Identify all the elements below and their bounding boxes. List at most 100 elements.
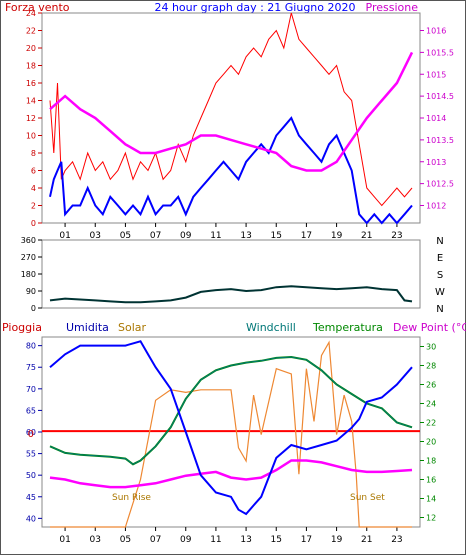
y-tick-label: 360 [21, 236, 36, 245]
x-tick-label: 09 [180, 231, 192, 241]
y-tick-label: 80 [26, 342, 36, 351]
x-tick-label: 15 [271, 231, 282, 241]
chart-title: 24 hour graph day : 21 Giugno 2020 [154, 1, 355, 14]
wind-direction-plot-area [41, 239, 421, 309]
series-vento-medio [49, 116, 413, 225]
legend-humidity: Umidita [66, 321, 109, 334]
panel1-time-axis: 01 03 05 07 09 11 13 15 17 19 21 23 [59, 223, 403, 241]
legend-temperature: Temperatura [312, 321, 383, 334]
pressure-axis-title: Pressione [366, 1, 419, 14]
y-tick-label: 28 [426, 362, 436, 371]
humidity-axis-ticks: 40 45 50 55 60 65 70 75 80 [26, 342, 42, 523]
y-tick-label: 0 [31, 219, 36, 228]
x-tick-label: 19 [331, 231, 343, 241]
wind-direction-series [49, 285, 413, 304]
y-tick-label: 18 [26, 62, 36, 71]
y-tick-label: 75 [26, 363, 36, 372]
direction-axis-ticks: 0 90 180 270 360 [21, 236, 42, 313]
x-tick-label: 05 [120, 231, 131, 241]
y-tick-label: 16 [26, 79, 36, 88]
y-tick-label: 20 [426, 438, 436, 447]
sunrise-label: Sun Rise [112, 493, 151, 503]
y-tick-label: 45 [26, 493, 36, 502]
x-tick-label: 11 [210, 535, 221, 545]
x-tick-label: 13 [240, 231, 251, 241]
sunset-label: Sun Set [350, 493, 385, 503]
y-tick-label: 55 [26, 450, 36, 459]
compass-label: S [437, 270, 443, 281]
x-tick-label: 09 [180, 535, 192, 545]
wind-pressure-series [49, 12, 414, 225]
wind-axis-title: Forza vento [5, 1, 70, 14]
compass-label: W [435, 287, 445, 298]
x-tick-label: 07 [150, 231, 161, 241]
y-tick-label: 0 [31, 304, 36, 313]
series-pressione [49, 51, 414, 172]
compass-label: N [436, 236, 443, 247]
x-tick-label: 03 [90, 231, 101, 241]
x-tick-label: 19 [331, 535, 343, 545]
y-tick-label: 8 [31, 149, 36, 158]
panel3-legend: Pioggia Umidita Solar Windchill Temperat… [2, 321, 466, 334]
rain-value-label: 0 [28, 429, 34, 440]
x-tick-label: 15 [271, 535, 282, 545]
x-tick-label: 13 [240, 535, 251, 545]
panel3-time-axis: 01 03 05 07 09 11 13 15 17 19 21 23 [59, 527, 403, 545]
y-tick-label: 22 [426, 419, 436, 428]
y-tick-label: 12 [26, 114, 36, 123]
y-tick-label: 270 [21, 253, 36, 262]
y-tick-label: 12 [426, 514, 436, 523]
series-solar [50, 340, 412, 528]
x-tick-label: 11 [210, 231, 221, 241]
pressure-axis-ticks: 1012 1012.5 1013 1013.5 1014 1014.5 1015 1015.5… [420, 27, 454, 211]
y-tick-label: 1012 [426, 202, 446, 211]
wind-pressure-plot-area [41, 12, 421, 224]
legend-windchill: Windchill [246, 321, 296, 334]
x-tick-label: 17 [301, 535, 312, 545]
y-tick-label: 65 [26, 406, 36, 415]
x-tick-label: 03 [90, 535, 101, 545]
y-tick-label: 10 [26, 132, 36, 141]
x-tick-label: 05 [120, 535, 131, 545]
series-windchill [49, 356, 413, 465]
y-tick-label: 1015.5 [426, 48, 454, 57]
y-tick-label: 18 [426, 457, 436, 466]
y-tick-label: 4 [31, 184, 36, 193]
legend-solar: Solar [118, 321, 147, 334]
y-tick-label: 1013 [426, 158, 446, 167]
x-tick-label: 23 [391, 535, 402, 545]
y-tick-label: 60 [26, 428, 36, 437]
x-tick-label: 21 [361, 535, 372, 545]
x-tick-label: 21 [361, 231, 372, 241]
y-tick-label: 1016 [426, 27, 446, 36]
series-umidita [49, 340, 413, 516]
y-tick-label: 16 [426, 476, 436, 485]
y-tick-label: 14 [26, 97, 36, 106]
y-tick-label: 1014.5 [426, 92, 454, 101]
series-forza-vento [49, 12, 413, 207]
series-direzione-vento [49, 285, 413, 304]
y-tick-label: 22 [26, 27, 36, 36]
x-tick-label: 23 [391, 231, 402, 241]
temperature-axis-ticks: 12 14 16 18 20 22 24 26 28 30 [420, 343, 436, 523]
y-tick-label: 24 [26, 9, 36, 18]
y-tick-label: 2 [31, 202, 36, 211]
y-tick-label: 26 [426, 381, 436, 390]
legend-rain: Pioggia [2, 321, 42, 334]
y-tick-label: 70 [26, 385, 36, 394]
y-tick-label: 180 [21, 270, 36, 279]
y-tick-label: 1012.5 [426, 180, 454, 189]
y-tick-label: 1013.5 [426, 136, 454, 145]
series-dew-point [49, 459, 413, 489]
x-tick-label: 17 [301, 231, 312, 241]
y-tick-label: 20 [26, 44, 36, 53]
compass-label: N [436, 304, 443, 315]
y-tick-label: 6 [31, 167, 36, 176]
compass-label: E [437, 253, 443, 264]
y-tick-label: 24 [426, 400, 436, 409]
legend-dewpoint: Dew Point (°C) [393, 321, 466, 334]
y-tick-label: 50 [26, 471, 36, 480]
